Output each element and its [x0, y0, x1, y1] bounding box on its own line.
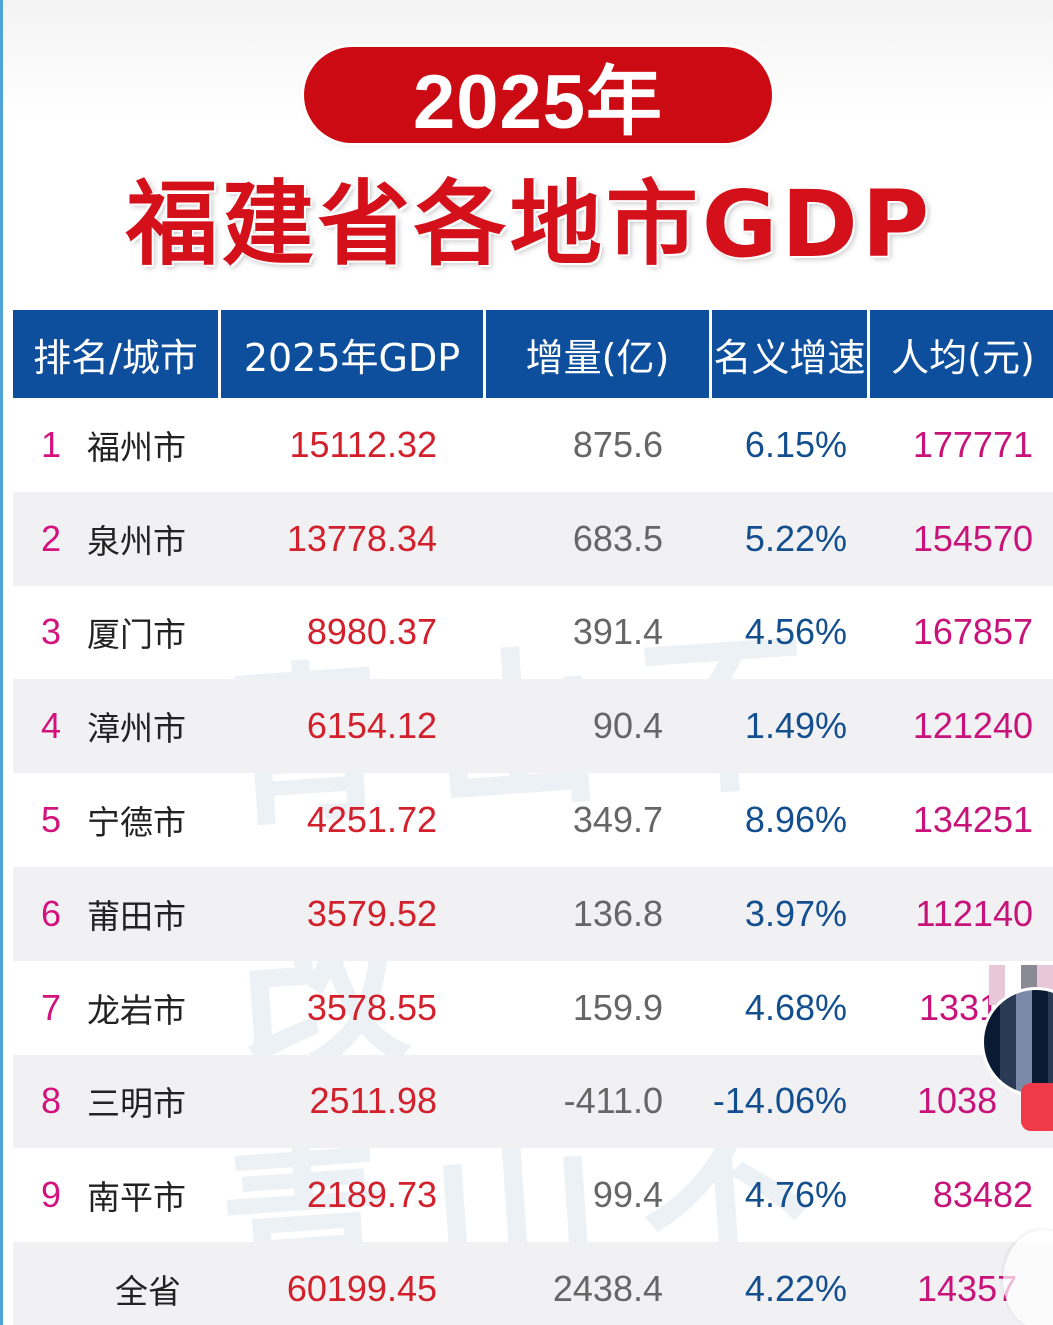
increase: -411.0: [563, 1080, 663, 1122]
table-row: 9 南平市 2189.73 99.4 4.76% 83482: [13, 1148, 1053, 1242]
growth: 5.22%: [744, 517, 847, 559]
table-row: 3 厦门市 8980.37 391.4 4.56% 167857: [13, 586, 1053, 680]
table-row: 4 漳州市 6154.12 90.4 1.49% 121240: [13, 679, 1053, 774]
column-header-growth: 名义增速: [712, 310, 867, 398]
growth: 1.49%: [744, 705, 847, 747]
gdp: 2189.73: [306, 1174, 437, 1216]
year-badge: 2025年: [304, 47, 772, 145]
gdp: 4251.72: [306, 799, 437, 841]
growth: 8.96%: [744, 799, 847, 841]
growth: 4.56%: [744, 611, 847, 653]
city: 漳州市: [87, 709, 186, 749]
growth: 4.68%: [744, 986, 847, 1028]
city: 三明市: [87, 1084, 186, 1124]
increase: 99.4: [592, 1174, 663, 1216]
increase: 2438.4: [552, 1268, 663, 1310]
per-capita: 1038: [917, 1080, 998, 1122]
gdp-table: 排名/城市 2025年GDP 增量(亿) 名义增速 人均(元) 1 福州市 15…: [13, 310, 1053, 1325]
gdp: 6154.12: [306, 705, 437, 747]
increase: 683.5: [572, 517, 663, 559]
gdp: 2511.98: [309, 1080, 437, 1122]
increase: 875.6: [572, 423, 663, 465]
gdp: 3578.55: [306, 986, 437, 1028]
table-row: 5 宁德市 4251.72 349.7 8.96% 134251: [13, 773, 1053, 867]
column-header-per-capita: 人均(元): [870, 310, 1053, 398]
page-title: 福建省各地市GDP: [125, 171, 934, 278]
table-row: 8 三明市 2511.98 -411.0 -14.06% 1038: [13, 1054, 1053, 1149]
per-capita: 1331: [919, 986, 1000, 1028]
gdp: 15112.32: [289, 423, 437, 465]
column-header-rank-city: 排名/城市: [13, 310, 218, 398]
table-row-total: 全省 60199.45 2438.4 4.22% 14357: [13, 1242, 1053, 1325]
rank: 6: [40, 892, 62, 934]
city: 全省: [115, 1272, 181, 1312]
rank: 9: [40, 1174, 62, 1216]
gdp: 13778.34: [286, 517, 437, 559]
per-capita: 167857: [912, 611, 1033, 653]
rank: 5: [40, 799, 62, 841]
growth: 4.76%: [744, 1174, 847, 1216]
rank: 7: [40, 986, 62, 1028]
growth: -14.06%: [712, 1080, 847, 1122]
city: 南平市: [87, 1178, 186, 1218]
city: 厦门市: [87, 615, 186, 655]
column-header-gdp: 2025年GDP: [221, 310, 483, 398]
gdp: 3579.52: [306, 892, 437, 934]
growth: 6.15%: [744, 423, 847, 465]
increase: 391.4: [572, 611, 663, 653]
table-header: 排名/城市 2025年GDP 增量(亿) 名义增速 人均(元): [13, 310, 1053, 398]
rank: 1: [40, 423, 62, 465]
table-row: 6 莆田市 3579.52 136.8 3.97% 112140: [13, 866, 1053, 961]
per-capita: 112140: [915, 892, 1033, 934]
increase: 136.8: [572, 892, 663, 934]
rank: 4: [40, 705, 62, 747]
per-capita: 83482: [932, 1174, 1033, 1216]
per-capita: 177771: [912, 423, 1033, 465]
per-capita: 134251: [912, 799, 1033, 841]
rank: 3: [40, 611, 62, 653]
column-header-increase: 增量(亿): [486, 310, 709, 398]
growth: 3.97%: [744, 892, 847, 934]
per-capita: 154570: [912, 517, 1033, 559]
table-row: 1 福州市 15112.32 875.6 6.15% 177771: [13, 398, 1053, 492]
gdp: 60199.45: [286, 1268, 437, 1310]
year-badge-text: 2025年: [412, 60, 664, 145]
city: 龙岩市: [87, 990, 186, 1030]
rank: 2: [40, 517, 62, 559]
city: 宁德市: [87, 803, 186, 843]
per-capita: 14357: [917, 1268, 1018, 1310]
growth: 4.22%: [744, 1268, 847, 1310]
table-row: 2 泉州市 13778.34 683.5 5.22% 154570: [13, 491, 1053, 586]
increase: 159.9: [572, 986, 663, 1028]
increase: 90.4: [592, 705, 663, 747]
city: 泉州市: [87, 521, 186, 561]
table-row: 7 龙岩市 3578.55 159.9 4.68% 1331: [13, 961, 1053, 1055]
city: 福州市: [87, 427, 186, 467]
per-capita: 121240: [912, 705, 1033, 747]
increase: 349.7: [572, 799, 663, 841]
rank: 8: [40, 1080, 62, 1122]
city: 莆田市: [87, 896, 186, 936]
gdp: 8980.37: [306, 611, 437, 653]
